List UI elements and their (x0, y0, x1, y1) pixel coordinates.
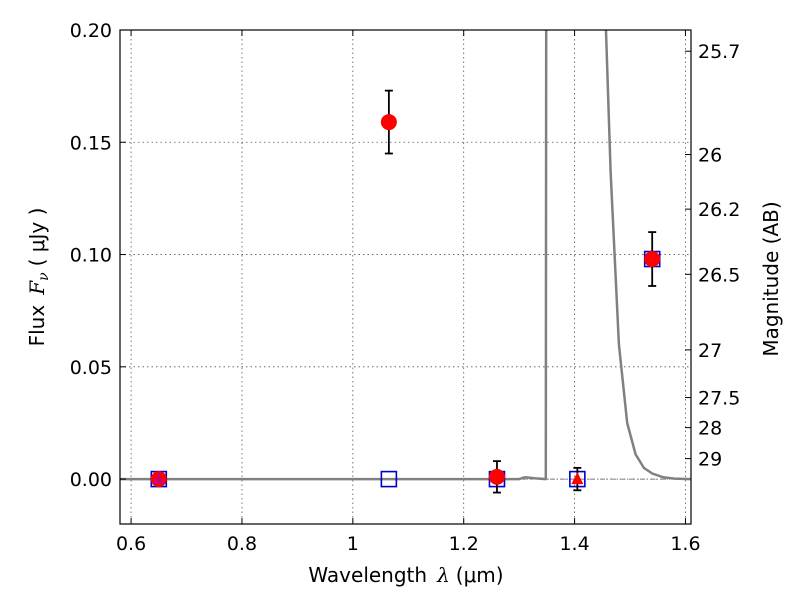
x-tick-label: 1.4 (559, 533, 589, 555)
y-tick-label: 0.10 (70, 245, 112, 267)
triangle-point-marker (152, 472, 165, 485)
y2-tick-label: 28 (698, 418, 722, 440)
x-axis-label-unit: (μm) (456, 563, 504, 587)
triangle-point-marker (571, 472, 584, 485)
y-tick-label: 0.05 (70, 357, 112, 379)
y2-tick-label: 26.5 (698, 264, 740, 286)
plot-area (120, 30, 691, 524)
observed-point-marker (488, 468, 505, 485)
y2-tick-label: 27 (698, 340, 722, 362)
x-tick-label: 1.2 (449, 533, 479, 555)
x-axis-label: Wavelength λ (μm) (308, 563, 503, 587)
plot-frame (119, 29, 692, 525)
axis-ticks: 0.6 0.8 1 1.2 1.4 1.6 0.00 0.05 0.10 0.15 0.20 25.7… (70, 20, 741, 555)
observed-point-marker (380, 114, 397, 131)
x-axis-label-text: Wavelength (308, 563, 427, 587)
y2-tick-label: 25.7 (698, 41, 740, 63)
y2-tick-label: 27.5 (698, 388, 740, 410)
y-axis-label-symbol: F (25, 280, 49, 296)
x-tick-label: 0.8 (227, 533, 257, 555)
data-layer (120, 30, 691, 494)
y-tick-label: 0.20 (70, 20, 112, 42)
y2-tick-label: 26 (698, 145, 722, 167)
y2-tick-label: 29 (698, 449, 722, 471)
x-axis-label-symbol: λ (436, 563, 450, 587)
observed-point-marker (644, 251, 661, 268)
y2-axis-label: Magnitude (AB) (759, 201, 783, 356)
y-axis-label-unit: ( μJy ) (25, 208, 49, 267)
x-tick-label: 1.6 (670, 533, 700, 555)
y-axis-label: Flux Fν ( μJy ) (25, 208, 52, 347)
y2-tick-label: 26.2 (698, 199, 740, 221)
x-tick-label: 1 (347, 533, 359, 555)
y-tick-label: 0.00 (70, 469, 112, 491)
y-tick-label: 0.15 (70, 132, 112, 154)
y-axis-label-subscript: ν (36, 272, 52, 281)
model-square-marker (380, 470, 398, 488)
x-tick-label: 0.6 (116, 533, 146, 555)
y-axis-label-text: Flux (25, 305, 49, 347)
model-spectrum-line (120, 30, 691, 481)
